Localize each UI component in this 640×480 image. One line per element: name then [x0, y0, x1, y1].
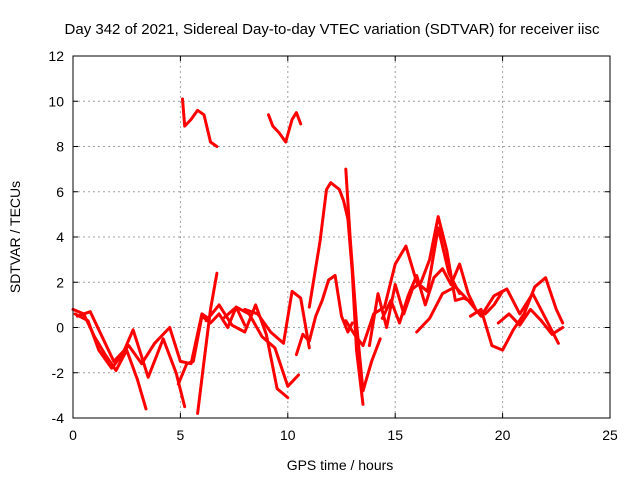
y-tick-label: -2 [52, 365, 65, 381]
series-track-13 [344, 167, 382, 393]
y-tick-label: 0 [56, 320, 64, 336]
chart-title: Day 342 of 2021, Sidereal Day-to-day VTE… [65, 21, 600, 38]
series-track-17 [415, 285, 560, 345]
y-tick-label: 4 [56, 229, 64, 245]
axis-tick-labels: 0 5 10 15 20 25 -4 -2 0 2 4 6 8 10 12 [48, 48, 618, 443]
x-tick-label: 10 [280, 427, 296, 443]
x-tick-label: 25 [602, 427, 618, 443]
series-track-2 [73, 312, 187, 409]
series-track-19 [496, 307, 565, 336]
series-track-1 [71, 307, 148, 411]
series-track-8 [221, 305, 300, 388]
series-track-5 [196, 271, 219, 415]
plot-frame [72, 55, 611, 419]
series-track-15 [367, 215, 474, 348]
y-tick-label: -4 [52, 410, 65, 426]
series-track-11 [294, 274, 354, 357]
series-track-6 [181, 97, 219, 148]
y-tick-label: 6 [56, 184, 64, 200]
series-track-18 [468, 276, 565, 352]
y-tick-label: 12 [48, 48, 64, 64]
series-track-10 [267, 111, 303, 144]
x-axis-label: GPS time / hours [287, 457, 394, 473]
y-tick-label: 8 [56, 139, 64, 155]
series-track-4 [176, 305, 247, 386]
series-track-3 [75, 310, 210, 366]
data-series [71, 97, 565, 415]
x-tick-label: 20 [495, 427, 511, 443]
x-tick-label: 5 [177, 427, 185, 443]
y-axis-label: SDTVAR / TECUs [7, 181, 23, 293]
x-tick-label: 15 [387, 427, 403, 443]
y-tick-label: 2 [56, 274, 64, 290]
x-tick-label: 0 [69, 427, 77, 443]
series-track-14 [344, 226, 462, 348]
series-track-9 [243, 289, 311, 350]
y-tick-label: 10 [48, 93, 64, 109]
